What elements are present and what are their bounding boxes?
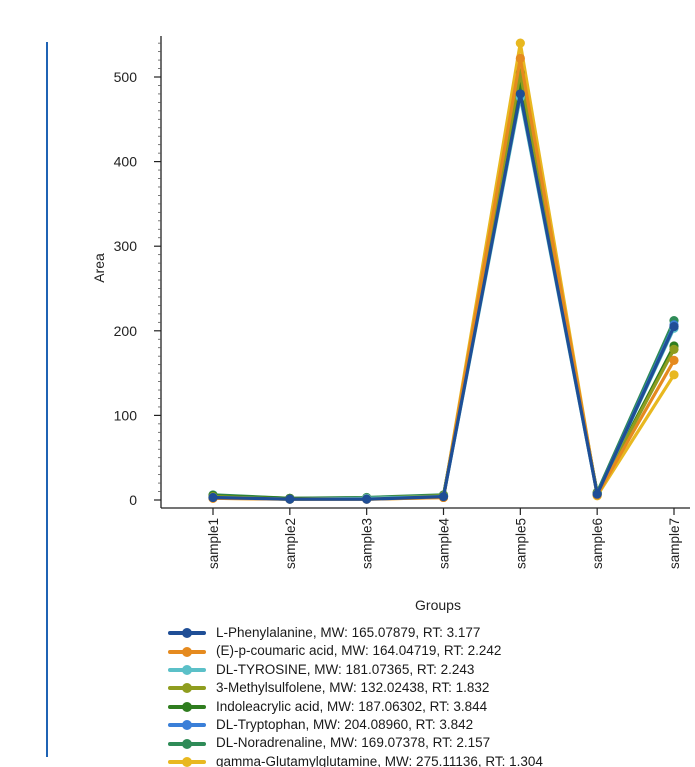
y-tick-label: 500 [114,69,138,85]
left-divider [46,42,48,757]
data-point [208,492,218,503]
y-tick-label: 300 [114,238,138,254]
legend-item: gamma-Glutamylglutamine, MW: 275.11136, … [168,753,668,767]
series-line [211,95,676,501]
legend-item: (E)-p-coumaric acid, MW: 164.04719, RT: … [168,642,668,660]
data-point [438,492,449,502]
legend-item: 3-Methylsulfolene, MW: 132.02438, RT: 1.… [168,679,668,697]
legend-swatch [168,756,206,767]
legend-label: Indoleacrylic acid, MW: 187.06302, RT: 3… [216,698,488,714]
series-line [211,41,676,501]
y-tick-label: 200 [114,323,138,339]
legend-label: DL-Noradrenaline, MW: 169.07378, RT: 2.1… [216,735,491,751]
series-line [211,71,676,501]
legend-item: DL-Tryptophan, MW: 204.08960, RT: 3.842 [168,716,668,734]
legend-label: (E)-p-coumaric acid, MW: 164.04719, RT: … [216,643,502,659]
chart-legend: L-Phenylalanine, MW: 165.07879, RT: 3.17… [168,624,668,767]
legend-swatch [168,719,206,731]
legend-swatch [168,738,206,750]
x-tick-label: sample2 [283,518,298,569]
data-point [669,321,679,332]
series-line [211,92,676,501]
x-tick-label: sample4 [437,518,452,570]
y-tick-label: 400 [114,154,138,170]
legend-label: DL-Tryptophan, MW: 204.08960, RT: 3.842 [216,716,474,732]
x-tick-label: sample1 [206,518,221,569]
data-point [669,355,679,366]
data-point [592,489,602,499]
data-point [669,344,679,355]
legend-item: DL-Noradrenaline, MW: 169.07378, RT: 2.1… [168,734,668,752]
y-tick-label: 100 [114,407,138,423]
data-point [285,494,295,504]
x-axis-title: Groups [415,597,461,613]
data-point [669,370,679,380]
x-tick-label: sample6 [590,518,605,569]
legend-label: 3-Methylsulfolene, MW: 132.02438, RT: 1.… [216,680,490,696]
legend-label: DL-TYROSINE, MW: 181.07365, RT: 2.243 [216,661,475,677]
x-tick-label: sample5 [513,518,528,569]
y-axis-title: Area [91,253,107,283]
legend-swatch [168,664,206,676]
legend-swatch [168,701,206,713]
series-line [211,93,676,500]
line-chart: 0 100 200 300 400 500 sample1 sample2 sample3 sam… [91,36,690,613]
data-point [362,494,372,504]
legend-item: L-Phenylalanine, MW: 165.07879, RT: 3.17… [168,624,668,642]
legend-label: L-Phenylalanine, MW: 165.07879, RT: 3.17… [216,625,481,640]
legend-swatch [168,646,206,658]
y-tick-label: 0 [129,492,137,508]
legend-item: Indoleacrylic acid, MW: 187.06302, RT: 3… [168,698,668,716]
data-point [515,38,525,48]
series-line [211,56,676,501]
x-tick-label: sample3 [360,518,375,569]
data-point [515,89,525,99]
legend-item: DL-TYROSINE, MW: 181.07365, RT: 2.243 [168,661,668,679]
x-tick-label: sample7 [667,518,682,569]
legend-label: gamma-Glutamylglutamine, MW: 275.11136, … [216,753,543,767]
series-line [211,90,676,501]
legend-swatch [168,682,206,694]
series-line [211,83,676,500]
legend-swatch [168,627,206,639]
data-point [515,53,525,63]
